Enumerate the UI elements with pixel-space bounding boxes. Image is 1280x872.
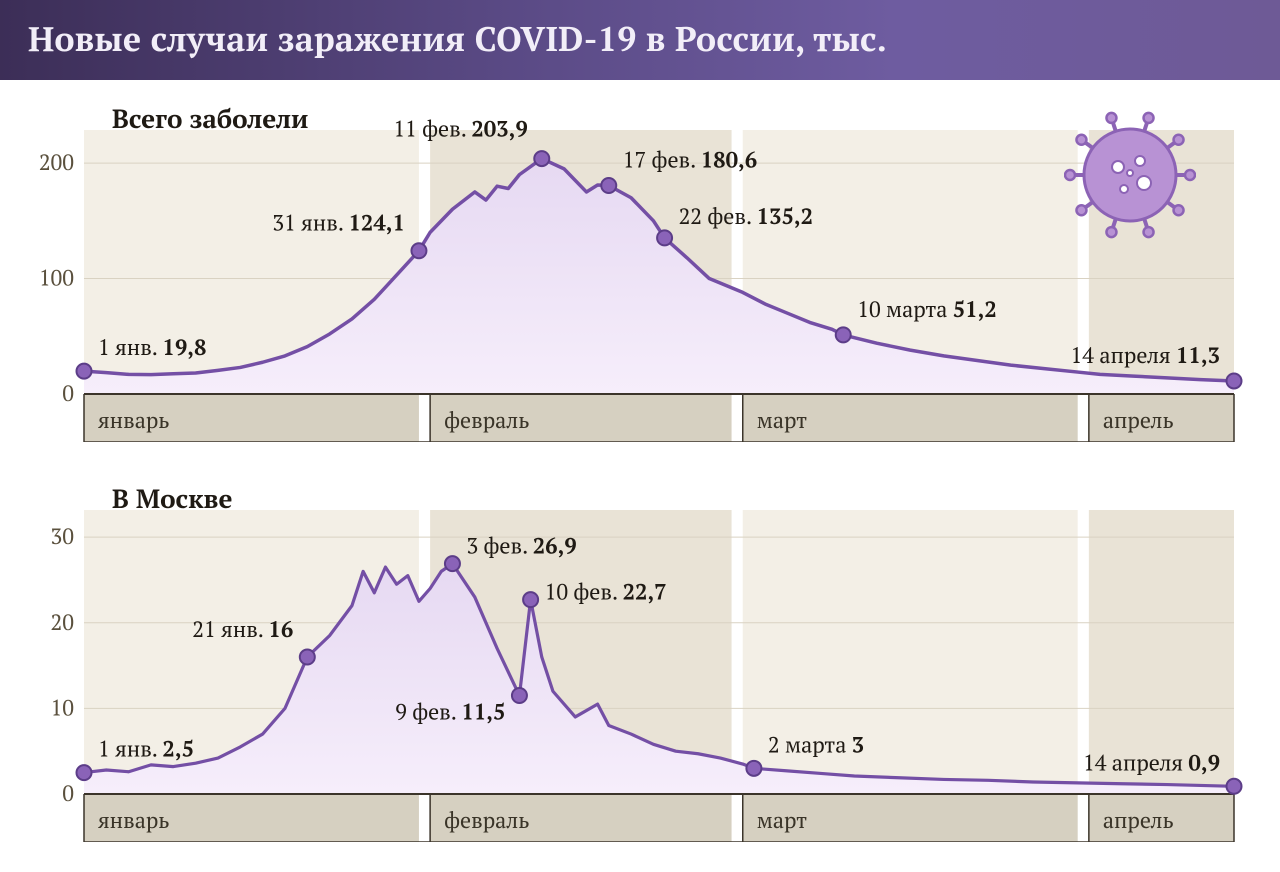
data-callout: 1 янв. 19,8 xyxy=(98,333,206,362)
data-callout: 2 марта 3 xyxy=(768,730,864,759)
data-callout: 9 фев. 11,5 xyxy=(395,698,505,727)
data-marker xyxy=(1227,373,1242,388)
data-marker xyxy=(445,556,460,571)
page-title: Новые случаи заражения COVID-19 в России… xyxy=(28,16,887,61)
data-callout: 3 фев. 26,9 xyxy=(466,532,576,561)
data-marker xyxy=(1227,779,1242,794)
data-marker xyxy=(657,230,672,245)
series-title: В Москве xyxy=(112,482,232,516)
data-callout: 10 фев. 22,7 xyxy=(545,578,667,607)
data-marker xyxy=(523,592,538,607)
data-marker xyxy=(300,650,315,665)
y-tick-label: 30 xyxy=(51,522,74,551)
month-label: апрель xyxy=(1103,806,1174,835)
data-callout: 1 янв. 2,5 xyxy=(98,735,194,764)
data-callout: 14 апреля 11,3 xyxy=(1071,341,1220,370)
month-label: март xyxy=(757,406,807,435)
data-marker xyxy=(512,688,527,703)
month-label: апрель xyxy=(1103,406,1174,435)
data-callout: 11 фев. 203,9 xyxy=(393,115,527,144)
y-tick-label: 200 xyxy=(39,148,74,177)
data-callout: 17 фев. 180,6 xyxy=(623,145,757,174)
month-label: январь xyxy=(98,406,169,435)
data-marker xyxy=(601,178,616,193)
title-bar: Новые случаи заражения COVID-19 в России… xyxy=(0,0,1280,80)
data-marker xyxy=(77,364,92,379)
month-label: март xyxy=(757,806,807,835)
data-callout: 31 янв. 124,1 xyxy=(272,209,405,238)
month-label: февраль xyxy=(444,406,529,435)
chart-moscow: январь февраль март апрель 0 10 20 30 В Москве 1… xyxy=(30,472,1250,842)
y-tick-label: 10 xyxy=(51,693,74,722)
month-label: январь xyxy=(98,806,169,835)
data-callout: 14 апреля 0,9 xyxy=(1083,748,1220,777)
data-marker xyxy=(77,765,92,780)
month-label: февраль xyxy=(444,806,529,835)
y-tick-label: 100 xyxy=(39,264,74,293)
data-callout: 21 янв. 16 xyxy=(192,615,293,644)
data-marker xyxy=(746,761,761,776)
data-marker xyxy=(411,243,426,258)
data-marker xyxy=(836,327,851,342)
y-tick-label: 20 xyxy=(51,608,74,637)
data-callout: 10 марта 51,2 xyxy=(857,295,997,324)
data-marker xyxy=(534,151,549,166)
y-tick-label: 0 xyxy=(62,379,74,408)
virus-icon xyxy=(1064,109,1196,246)
data-callout: 22 фев. 135,2 xyxy=(679,202,813,231)
series-title: Всего заболели xyxy=(112,102,308,136)
y-tick-label: 0 xyxy=(62,779,74,808)
